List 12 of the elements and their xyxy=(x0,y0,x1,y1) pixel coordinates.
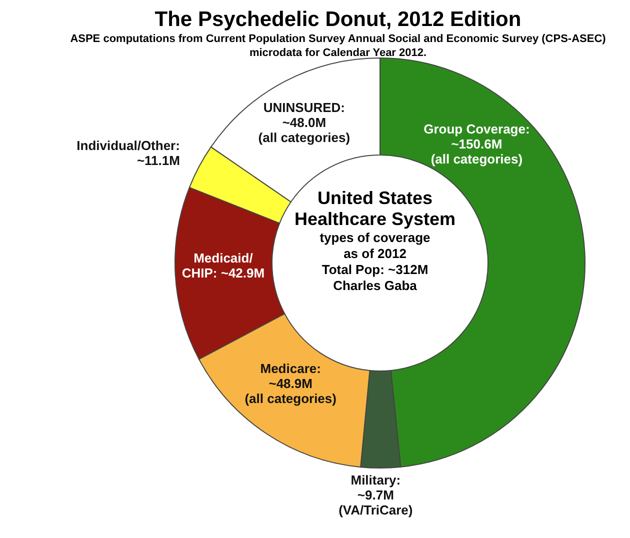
slice-label: Individual/Other: ~11.1M xyxy=(76,138,180,168)
text: Charles Gaba xyxy=(332,278,418,294)
chart-title: The Psychedelic Donut, 2012 Edition xyxy=(154,8,522,32)
text: Total Pop: ~312M xyxy=(320,262,430,278)
slice-label: Military: ~9.7M (VA/TriCare) xyxy=(338,472,413,518)
slice-label: UNINSURED: ~48.0M (all categories) xyxy=(258,100,350,145)
text: United States Healthcare System xyxy=(293,188,457,230)
slice-label: Group Coverage: ~150.6M (all categories) xyxy=(424,121,530,166)
text: types of coverage as of 2012 xyxy=(318,230,432,262)
slice-label: Medicare: ~48.9M (all categories) xyxy=(244,360,336,406)
slice-label: Medicaid/ CHIP: ~42.9M xyxy=(182,250,265,280)
chart-subtitle: ASPE computations from Current Population Survey Annual Social and Economic Survey (CPS-ASEC) microdata for Calendar Year 2012. xyxy=(69,32,607,60)
